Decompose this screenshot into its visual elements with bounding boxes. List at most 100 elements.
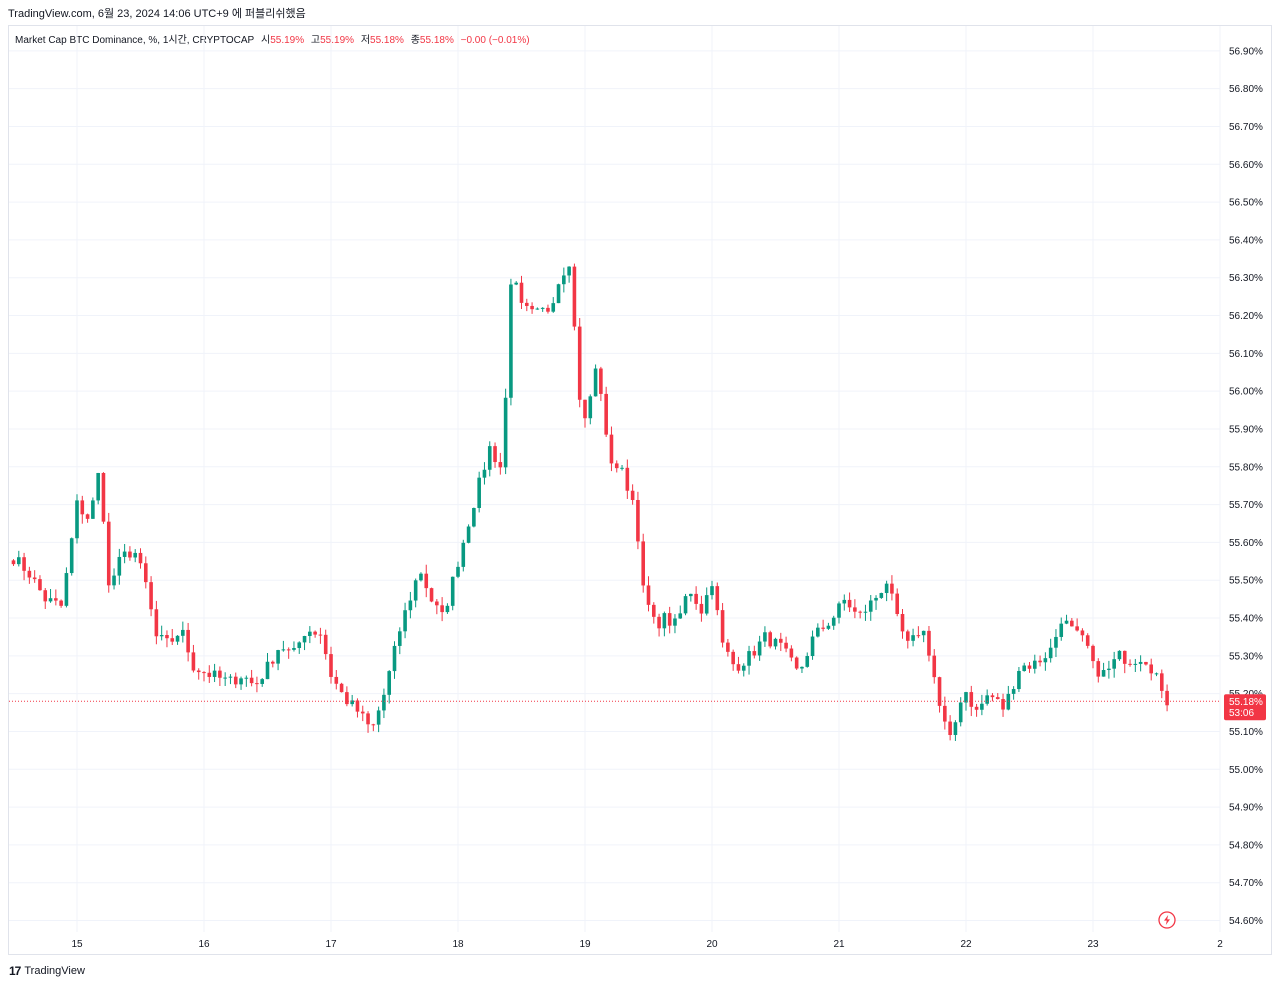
y-tick-label: 55.60% bbox=[1229, 538, 1263, 549]
y-tick-label: 56.20% bbox=[1229, 311, 1263, 322]
candle-body bbox=[937, 677, 942, 706]
x-tick-label: 22 bbox=[960, 939, 972, 950]
y-tick-label: 56.50% bbox=[1229, 198, 1263, 209]
countdown-label: 53:06 bbox=[1229, 708, 1254, 719]
candle-body bbox=[1070, 620, 1074, 627]
legend-close-label: 종 bbox=[410, 35, 420, 46]
candle-body bbox=[249, 677, 254, 684]
candle bbox=[736, 656, 741, 674]
candle-body bbox=[519, 282, 524, 303]
candle-body bbox=[233, 676, 238, 685]
candle bbox=[1096, 658, 1101, 683]
y-tick-label: 56.70% bbox=[1229, 122, 1263, 133]
y-tick-label: 55.40% bbox=[1229, 614, 1263, 625]
candle bbox=[1054, 629, 1058, 657]
candle bbox=[810, 630, 815, 660]
last-price-label: 55.18% bbox=[1229, 697, 1263, 708]
candle-body bbox=[1117, 650, 1122, 660]
candle-body bbox=[757, 641, 762, 656]
candle bbox=[1022, 662, 1027, 672]
legend-low-label: 저 bbox=[360, 35, 371, 46]
y-tick-label: 55.50% bbox=[1229, 576, 1263, 587]
candle bbox=[1101, 662, 1106, 677]
candle bbox=[1085, 633, 1090, 649]
candle-body bbox=[32, 577, 37, 580]
candle-body bbox=[826, 625, 831, 629]
candle bbox=[175, 635, 180, 645]
candle bbox=[244, 675, 249, 687]
y-tick-label: 55.00% bbox=[1229, 765, 1263, 776]
candle bbox=[741, 663, 746, 677]
candle-body bbox=[1022, 665, 1027, 671]
candle bbox=[170, 628, 175, 646]
candle-body bbox=[577, 326, 582, 400]
candle bbox=[482, 462, 487, 485]
candle bbox=[556, 283, 561, 304]
x-tick-label: 15 bbox=[71, 939, 83, 950]
candle bbox=[159, 625, 164, 641]
candle bbox=[143, 556, 148, 589]
candle-body bbox=[1048, 647, 1053, 659]
candle bbox=[562, 267, 566, 293]
x-tick-label: 20 bbox=[706, 939, 718, 950]
candle-body bbox=[1159, 673, 1164, 691]
footer-brand-text: TradingView bbox=[24, 965, 85, 977]
candle-body bbox=[350, 700, 354, 705]
y-tick-label: 54.70% bbox=[1229, 878, 1263, 889]
candle bbox=[302, 635, 307, 651]
candle-body bbox=[593, 368, 598, 397]
candle bbox=[186, 622, 190, 662]
candle-body bbox=[435, 601, 439, 606]
candle bbox=[752, 645, 757, 659]
candle bbox=[900, 608, 905, 639]
candle bbox=[59, 599, 63, 608]
candle bbox=[276, 649, 280, 671]
candle bbox=[884, 580, 889, 602]
last-price-marker: 55.18%53:06 bbox=[9, 694, 1266, 721]
candle-body bbox=[704, 595, 709, 614]
candle-body bbox=[614, 463, 619, 469]
candle bbox=[551, 297, 556, 313]
y-tick-label: 56.30% bbox=[1229, 273, 1263, 284]
x-tick-label: 16 bbox=[198, 939, 210, 950]
candle-body bbox=[932, 655, 937, 678]
footer-brand[interactable]: 17 TradingView bbox=[9, 964, 85, 978]
candle bbox=[768, 630, 773, 649]
candle bbox=[43, 588, 48, 610]
candles bbox=[11, 263, 1169, 741]
candle bbox=[1070, 618, 1074, 627]
candle-body bbox=[816, 627, 820, 637]
candle bbox=[138, 548, 143, 569]
candle bbox=[1117, 650, 1122, 661]
candle bbox=[64, 567, 69, 608]
y-tick-label: 55.30% bbox=[1229, 651, 1263, 662]
candle-body bbox=[530, 305, 534, 310]
candle bbox=[397, 627, 402, 655]
candle-body bbox=[736, 664, 741, 671]
chart-frame bbox=[8, 25, 1272, 955]
candle-body bbox=[265, 661, 270, 680]
snapshot-header: TradingView.com, 6월 23, 2024 14:06 UTC+9… bbox=[8, 8, 306, 20]
candle bbox=[117, 548, 122, 585]
candle bbox=[69, 537, 74, 576]
candle-body bbox=[59, 600, 63, 606]
candle bbox=[191, 644, 196, 673]
candle-body bbox=[641, 541, 646, 586]
flash-icon[interactable] bbox=[1158, 911, 1176, 929]
candle-body bbox=[837, 603, 841, 618]
candle-body bbox=[921, 630, 926, 636]
candle-body bbox=[472, 507, 476, 527]
candle bbox=[366, 711, 370, 733]
candle-body bbox=[1038, 660, 1042, 663]
candle bbox=[1064, 614, 1069, 625]
candle bbox=[974, 703, 979, 717]
candle bbox=[1107, 660, 1111, 679]
candle-body bbox=[1144, 661, 1148, 665]
candle bbox=[260, 678, 265, 687]
candle-body bbox=[1165, 690, 1169, 706]
candle bbox=[32, 570, 37, 583]
candle bbox=[1133, 658, 1138, 673]
y-tick-label: 55.10% bbox=[1229, 727, 1263, 738]
candle bbox=[419, 572, 423, 582]
